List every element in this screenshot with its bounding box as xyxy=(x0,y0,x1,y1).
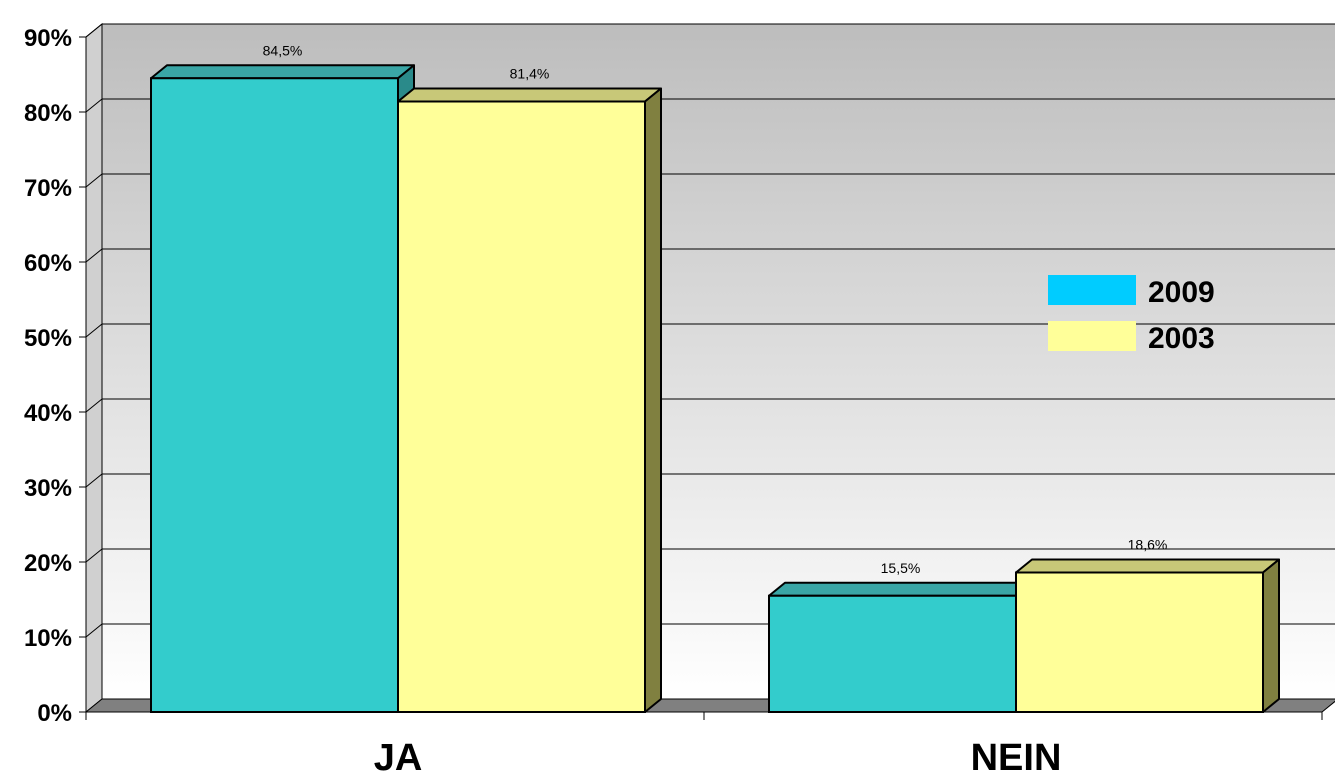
side-wall xyxy=(85,22,103,714)
y-tick-label: 30% xyxy=(24,475,72,502)
x-axis-categories: JA NEIN xyxy=(374,737,1062,776)
bar-2009-NEIN xyxy=(768,594,1017,713)
gridline xyxy=(85,398,1335,413)
y-tick-label: 10% xyxy=(24,625,72,652)
y-tick-label: 20% xyxy=(24,550,72,577)
y-tick-label: 60% xyxy=(24,250,72,277)
y-axis: 0% 10% 20% 30% 40% 50% 60% 70% 80% 90% xyxy=(24,25,1323,727)
gridline xyxy=(85,173,1335,188)
bar-top-2003-JA xyxy=(397,87,662,103)
bar-side-2003-NEIN xyxy=(1262,558,1280,713)
legend: 2009 2003 xyxy=(1048,275,1215,355)
data-label: 15,5% xyxy=(881,560,921,576)
bar-top-2009-JA xyxy=(150,64,415,80)
data-labels: 84,5% 81,4% 15,5% 18,6% xyxy=(263,42,1168,576)
legend-label-2003: 2003 xyxy=(1148,322,1215,355)
gridline xyxy=(85,548,1335,563)
bar-top-2009-NEIN xyxy=(768,581,1033,597)
y-tick-label: 0% xyxy=(37,700,72,727)
data-label: 18,6% xyxy=(1128,537,1168,553)
data-label: 84,5% xyxy=(263,42,303,58)
gridline xyxy=(85,323,1335,338)
y-tick-label: 80% xyxy=(24,100,72,127)
gridline xyxy=(85,98,1335,113)
bar-side-2003-JA xyxy=(644,87,662,713)
y-tick-label: 70% xyxy=(24,175,72,202)
y-tick-label: 50% xyxy=(24,325,72,352)
gridline xyxy=(85,248,1335,263)
bar-top-2003-NEIN xyxy=(1015,558,1280,574)
gridline xyxy=(85,473,1335,488)
legend-swatch-2003 xyxy=(1048,321,1136,351)
category-label-NEIN: NEIN xyxy=(971,737,1062,776)
bar-2003-JA xyxy=(397,100,646,713)
bars xyxy=(150,64,1280,713)
data-label: 81,4% xyxy=(510,66,550,82)
y-tick-label: 90% xyxy=(24,25,72,52)
bar-2003-NEIN xyxy=(1015,571,1264,713)
legend-label-2009: 2009 xyxy=(1148,276,1215,309)
legend-swatch-2009 xyxy=(1048,275,1136,305)
gridline xyxy=(85,23,1335,38)
bar-2009-JA xyxy=(150,77,399,713)
y-tick-label: 40% xyxy=(24,400,72,427)
gridlines xyxy=(85,23,1335,638)
category-label-JA: JA xyxy=(374,737,423,776)
